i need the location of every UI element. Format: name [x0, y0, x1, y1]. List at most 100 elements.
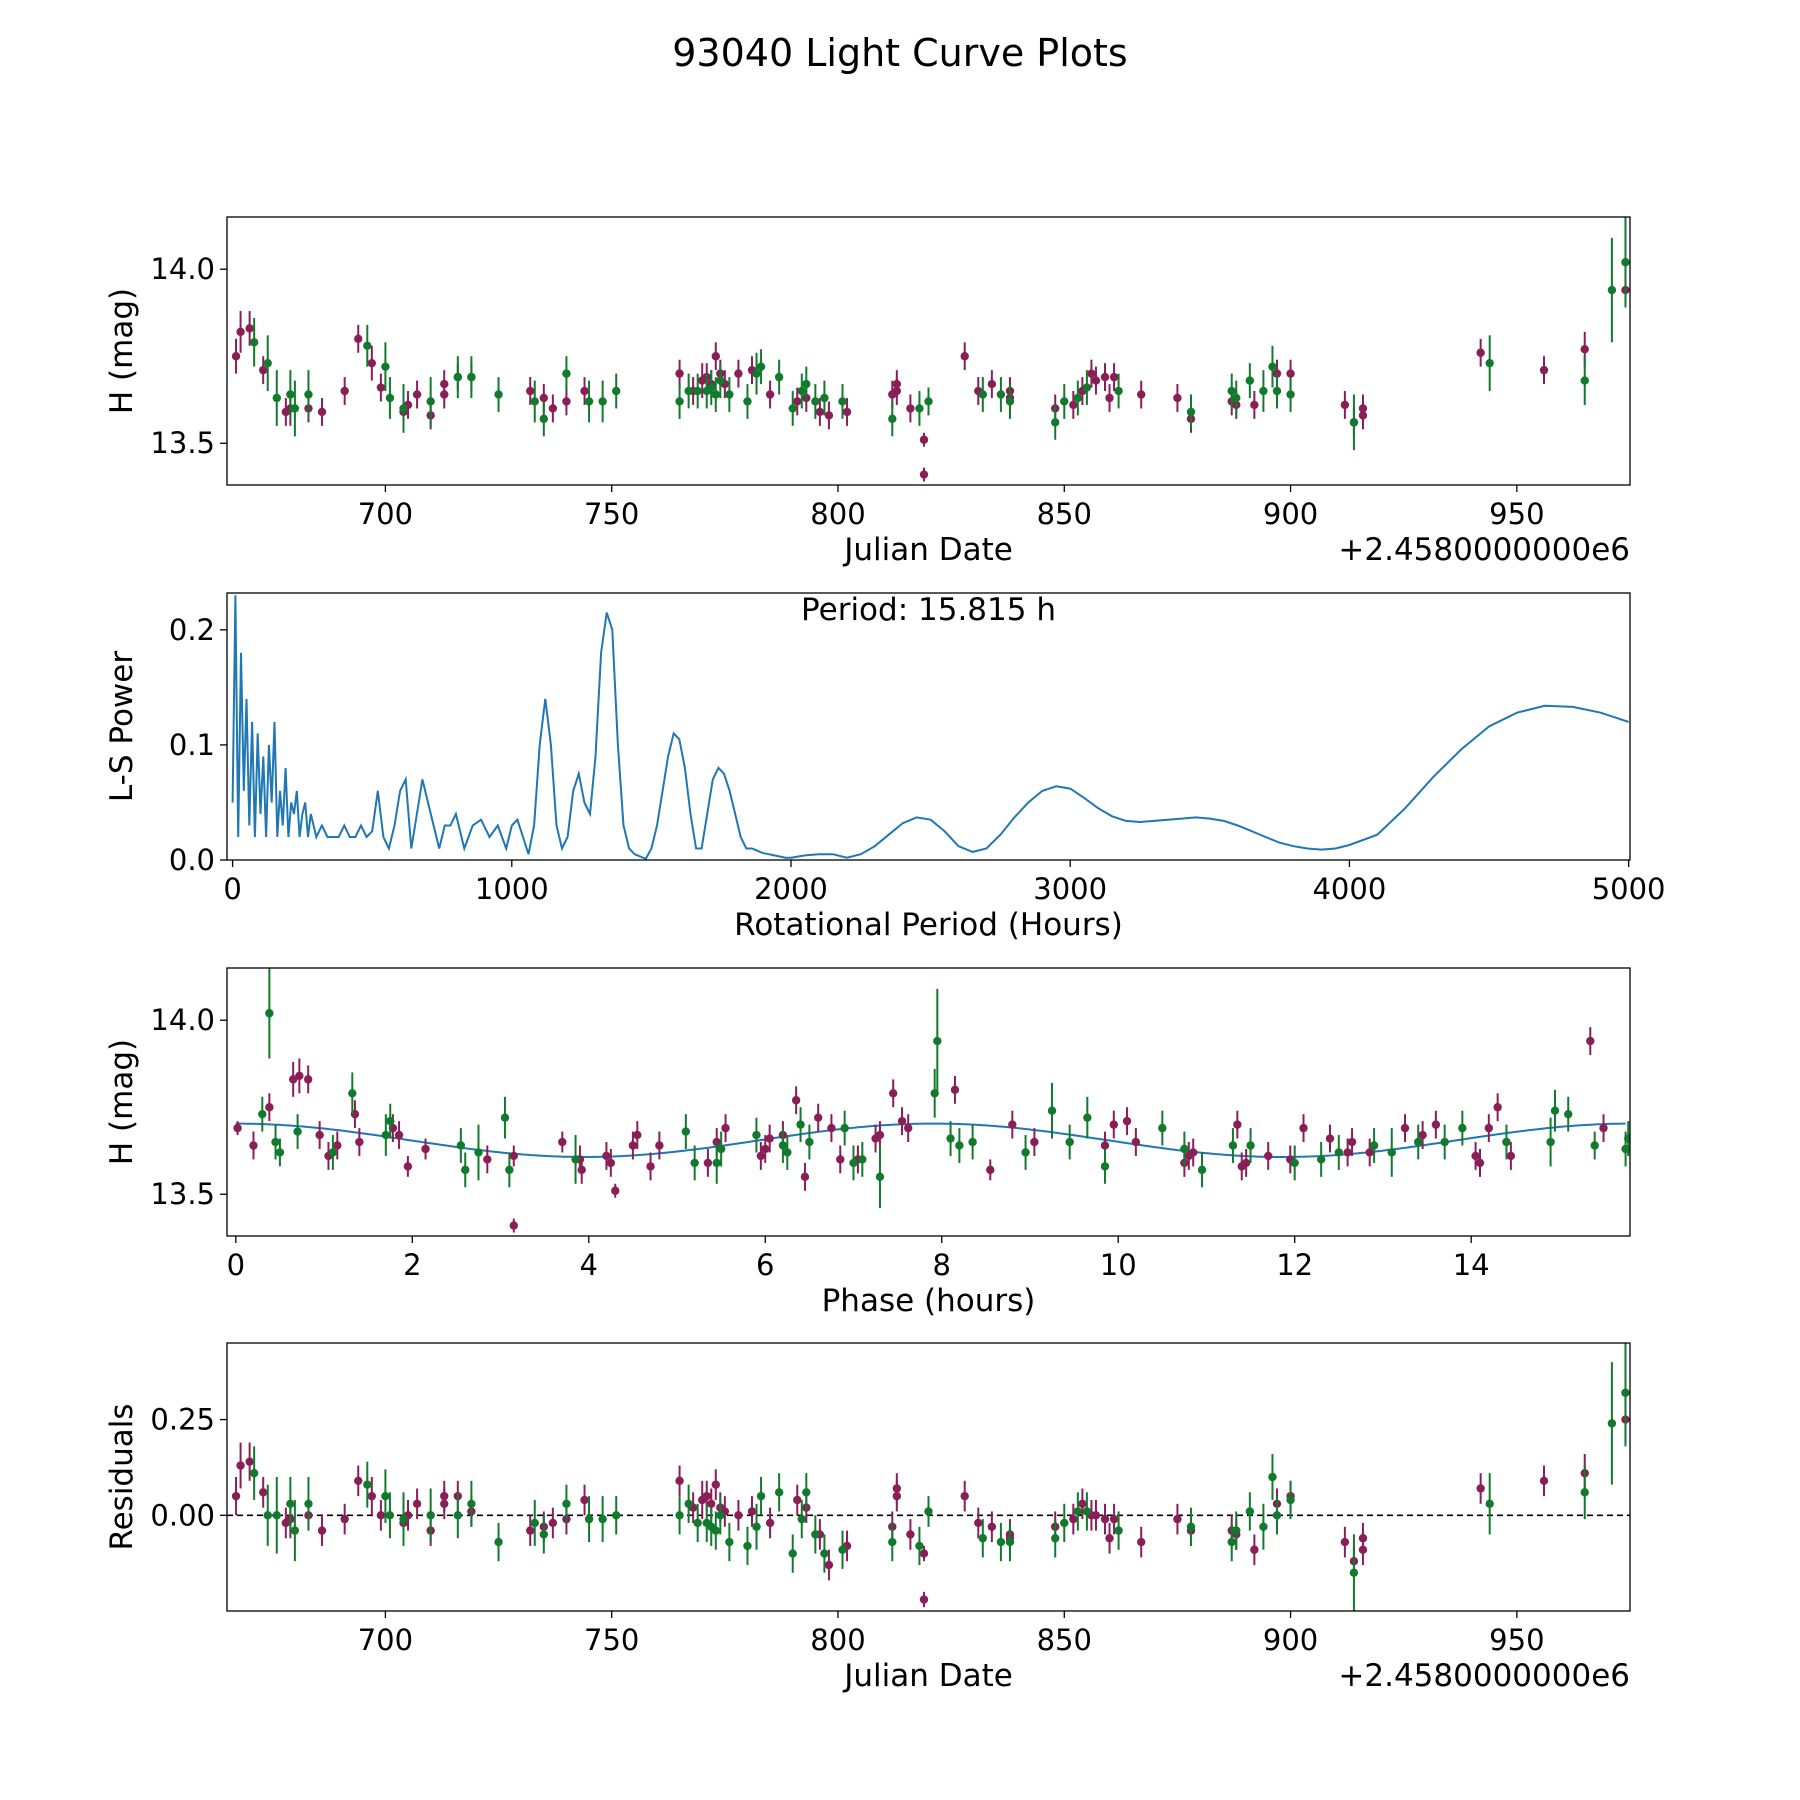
point-o-band: [986, 1165, 995, 1175]
point-o-band: [1431, 1120, 1441, 1129]
point-o-band: [317, 407, 327, 417]
point-g-band: [290, 404, 300, 413]
figure-title: 93040 Light Curve Plots: [672, 31, 1127, 75]
point-o-band: [628, 1141, 638, 1150]
point-o-band: [340, 1514, 349, 1524]
point-g-band: [716, 1511, 725, 1520]
point-g-band: [539, 414, 549, 424]
phased-plot-area: [233, 968, 1630, 1233]
y-axis-label: H (mag): [104, 288, 140, 414]
point-o-band: [906, 404, 915, 413]
x-tick-label: 800: [810, 497, 865, 531]
point-g-band: [778, 1141, 788, 1150]
point-g-band: [756, 362, 766, 371]
point-g-band: [612, 386, 621, 396]
point-g-band: [272, 1511, 281, 1520]
point-o-band: [721, 1123, 730, 1133]
point-g-band: [1228, 1141, 1238, 1150]
point-g-band: [1590, 1141, 1599, 1150]
point-g-band: [1232, 393, 1241, 403]
point-g-band: [933, 1036, 942, 1046]
point-o-band: [707, 1499, 716, 1509]
point-o-band: [711, 352, 720, 361]
point-g-band: [968, 1137, 977, 1147]
y-axis-label: H (mag): [104, 1039, 140, 1165]
point-g-band: [684, 1499, 693, 1509]
point-o-band: [1122, 1116, 1132, 1126]
point-o-band: [1173, 1514, 1182, 1524]
point-o-band: [562, 397, 571, 406]
x-tick-label: 1000: [475, 872, 549, 906]
point-g-band: [1186, 1522, 1196, 1531]
residuals-panel: 700 750 800 850 900 950 0.00 0.25 Julian Date Res…: [104, 1342, 1631, 1694]
y-tick-label: 0.25: [150, 1403, 215, 1437]
point-o-band: [1325, 1134, 1335, 1143]
point-o-band: [1347, 1137, 1357, 1147]
point-o-band: [765, 1134, 774, 1143]
point-o-band: [548, 404, 558, 413]
point-g-band: [467, 1499, 476, 1509]
y-tick-label: 0.2: [169, 613, 215, 647]
point-o-band: [904, 1123, 913, 1133]
point-o-band: [1264, 1151, 1273, 1161]
point-g-band: [1232, 1526, 1241, 1535]
point-g-band: [849, 1158, 858, 1168]
point-o-band: [233, 1123, 242, 1133]
point-g-band: [562, 369, 571, 378]
point-o-band: [793, 397, 802, 406]
x-tick-label: 900: [1263, 1623, 1318, 1657]
point-o-band: [1358, 404, 1368, 413]
point-o-band: [919, 470, 929, 479]
point-g-band: [1268, 1472, 1277, 1482]
point-o-band: [1272, 369, 1282, 378]
point-g-band: [888, 1537, 897, 1547]
point-o-band: [1471, 1151, 1480, 1161]
point-o-band: [889, 1089, 898, 1098]
point-g-band: [539, 1530, 549, 1539]
point-g-band: [996, 1537, 1006, 1547]
point-o-band: [394, 1130, 404, 1140]
point-g-band: [1369, 1141, 1379, 1150]
point-o-band: [558, 1137, 567, 1147]
x-tick-label: 4000: [1312, 872, 1386, 906]
point-g-band: [725, 1537, 734, 1547]
y-tick-label: 0.1: [169, 728, 215, 762]
point-g-band: [399, 1514, 408, 1524]
x-tick-label: 950: [1489, 1623, 1544, 1657]
point-o-band: [1340, 400, 1350, 410]
point-g-band: [1607, 285, 1617, 295]
point-g-band: [381, 362, 390, 371]
point-g-band: [788, 1549, 797, 1558]
y-tick-label: 0.0: [169, 843, 215, 877]
point-o-band: [800, 1172, 810, 1182]
point-o-band: [245, 1457, 254, 1466]
point-o-band: [1100, 1141, 1110, 1150]
point-g-band: [1259, 1522, 1268, 1531]
point-o-band: [655, 1141, 664, 1150]
point-g-band: [348, 1089, 357, 1098]
point-o-band: [483, 1155, 492, 1164]
point-g-band: [788, 404, 797, 413]
point-o-band: [1400, 1123, 1410, 1133]
point-o-band: [1241, 1158, 1251, 1168]
point-g-band: [453, 1511, 463, 1520]
point-g-band: [530, 1518, 539, 1528]
point-g-band: [675, 1511, 684, 1520]
point-o-band: [303, 1075, 313, 1084]
point-g-band: [711, 390, 720, 399]
point-g-band: [286, 390, 295, 399]
point-g-band: [258, 1109, 267, 1119]
point-g-band: [530, 397, 539, 406]
point-g-band: [888, 414, 897, 424]
x-tick-label: 8: [933, 1248, 951, 1282]
residuals-plot-area: [227, 1343, 1630, 1611]
point-g-band: [978, 390, 988, 399]
point-g-band: [272, 393, 281, 403]
point-o-band: [747, 1507, 757, 1516]
periodogram-plot-area: [231, 595, 1629, 860]
point-g-band: [598, 397, 607, 406]
point-o-band: [259, 365, 268, 375]
point-g-band: [924, 1507, 933, 1516]
point-g-band: [1546, 1137, 1555, 1147]
